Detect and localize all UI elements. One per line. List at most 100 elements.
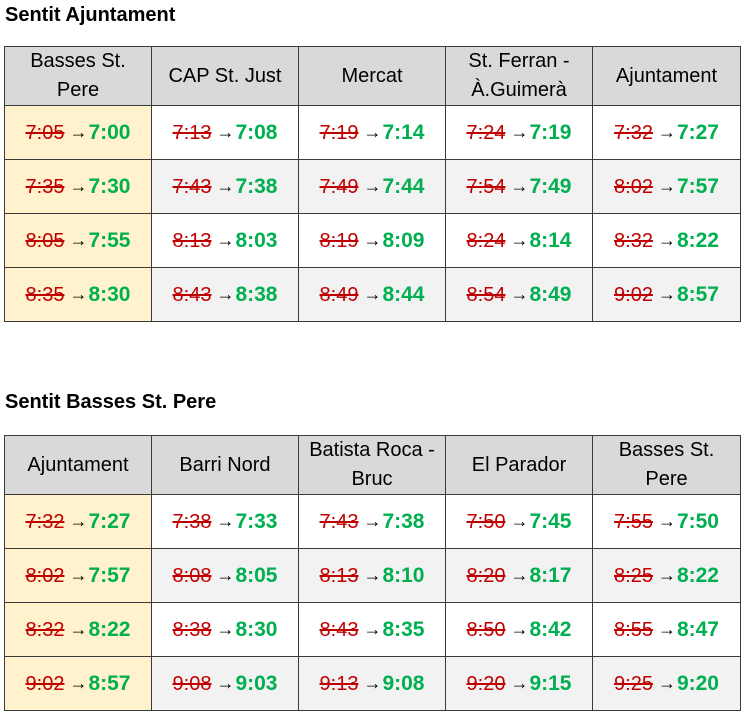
stop-name: St. Ferran - À.Guimerà (468, 50, 570, 101)
arrow-right-icon: → (510, 672, 529, 693)
stop-name: Mercat (341, 64, 403, 87)
time-cell: 8:49 →8:44 (298, 267, 446, 322)
column-header: Basses St. Pere (592, 435, 741, 495)
time-cell: 7:49 →7:44 (298, 159, 446, 214)
time-cell: 8:05 →7:55 (4, 213, 152, 268)
old-time: 9:02 (25, 672, 65, 695)
old-time: 9:25 (614, 672, 653, 695)
new-time: 8:30 (235, 617, 278, 641)
new-time: 8:22 (676, 228, 719, 252)
arrow-right-icon: → (657, 175, 676, 196)
time-cell: 7:32 →7:27 (592, 105, 741, 160)
new-time: 7:45 (529, 509, 572, 533)
old-time: 7:24 (466, 121, 506, 144)
time-cell: 8:25 →8:22 (592, 548, 741, 603)
time-cell: 8:38 →8:30 (151, 602, 299, 657)
time-cell: 7:24 →7:19 (445, 105, 593, 160)
old-time: 7:54 (466, 175, 506, 198)
old-time: 8:54 (466, 283, 506, 306)
old-time: 8:49 (319, 283, 359, 306)
old-time: 7:19 (319, 121, 359, 144)
new-time: 7:49 (529, 174, 572, 198)
time-cell: 7:13 →7:08 (151, 105, 299, 160)
time-change: 7:54 →7:49 (467, 175, 572, 199)
arrow-right-icon: → (510, 175, 529, 196)
time-change: 8:20 →8:17 (467, 564, 572, 588)
time-change: 8:35 →8:30 (26, 283, 131, 307)
time-change: 7:43 →7:38 (320, 510, 425, 534)
old-time: 7:13 (172, 121, 212, 144)
time-cell: 7:32 →7:27 (4, 494, 152, 549)
time-cell: 8:43 →8:38 (151, 267, 299, 322)
arrow-right-icon: → (69, 283, 88, 304)
arrow-right-icon: → (510, 564, 529, 585)
time-cell: 7:19 →7:14 (298, 105, 446, 160)
new-time: 8:57 (88, 671, 131, 695)
time-change: 7:38 →7:33 (173, 510, 278, 534)
time-change: 8:43 →8:38 (173, 283, 278, 307)
column-header: Ajuntament (592, 46, 741, 106)
arrow-right-icon: → (216, 121, 235, 142)
old-time: 8:24 (466, 229, 506, 252)
time-change: 9:08 →9:03 (173, 672, 278, 696)
schedule-table-ajuntament: Basses St. Pere CAP St. Just Mercat St. Fer… (4, 46, 741, 322)
stop-name: Batista Roca - Bruc (309, 439, 435, 490)
time-cell: 7:43 →7:38 (298, 494, 446, 549)
time-cell: 9:02 →8:57 (4, 656, 152, 711)
time-cell: 8:43 →8:35 (298, 602, 446, 657)
time-change: 9:02 →8:57 (614, 283, 719, 307)
arrow-right-icon: → (363, 283, 382, 304)
arrow-right-icon: → (69, 618, 88, 639)
time-change: 8:43 →8:35 (320, 618, 425, 642)
arrow-right-icon: → (216, 564, 235, 585)
old-time: 7:50 (466, 510, 506, 533)
old-time: 7:55 (614, 510, 653, 533)
time-change: 8:32 →8:22 (26, 618, 131, 642)
table-row: 7:35 →7:30 7:43 →7:38 7:49 →7:44 7:54 →7:49 8:02… (4, 159, 741, 214)
arrow-right-icon: → (657, 672, 676, 693)
time-cell: 7:38 →7:33 (151, 494, 299, 549)
new-time: 7:44 (382, 174, 425, 198)
time-change: 8:54 →8:49 (467, 283, 572, 307)
column-header: St. Ferran - À.Guimerà (445, 46, 593, 106)
new-time: 8:47 (676, 617, 719, 641)
arrow-right-icon: → (510, 618, 529, 639)
column-header: Batista Roca - Bruc (298, 435, 446, 495)
old-time: 7:32 (614, 121, 653, 144)
old-time: 8:32 (614, 229, 653, 252)
table-row: 7:05 →7:00 7:13 →7:08 7:19 →7:14 7:24 →7:19 7:32… (4, 105, 741, 160)
old-time: 7:38 (172, 510, 212, 533)
new-time: 7:14 (382, 120, 425, 144)
arrow-right-icon: → (216, 510, 235, 531)
time-cell: 8:02 →7:57 (4, 548, 152, 603)
time-cell: 8:13 →8:10 (298, 548, 446, 603)
new-time: 8:09 (382, 228, 425, 252)
section-title-ajuntament: Sentit Ajuntament (5, 4, 176, 26)
old-time: 8:35 (25, 283, 65, 306)
time-cell: 8:55 →8:47 (592, 602, 741, 657)
table-row: 8:02 →7:57 8:08 →8:05 8:13 →8:10 8:20 →8:17 8:25… (4, 548, 741, 603)
time-cell: 7:50 →7:45 (445, 494, 593, 549)
new-time: 8:03 (235, 228, 278, 252)
old-time: 7:05 (25, 121, 65, 144)
new-time: 8:35 (382, 617, 425, 641)
new-time: 9:15 (529, 671, 572, 695)
section-title-basses-st-pere: Sentit Basses St. Pere (5, 391, 217, 413)
new-time: 8:49 (529, 282, 572, 306)
table-row: 7:32 →7:27 7:38 →7:33 7:43 →7:38 7:50 →7:45 7:55… (4, 494, 741, 549)
new-time: 7:30 (88, 174, 131, 198)
old-time: 8:13 (319, 564, 359, 587)
new-time: 9:08 (382, 671, 425, 695)
new-time: 8:10 (382, 563, 425, 587)
old-time: 7:43 (319, 510, 359, 533)
time-cell: 8:13 →8:03 (151, 213, 299, 268)
old-time: 9:20 (466, 672, 506, 695)
new-time: 8:30 (88, 282, 131, 306)
arrow-right-icon: → (363, 175, 382, 196)
arrow-right-icon: → (216, 672, 235, 693)
time-change: 8:55 →8:47 (614, 618, 719, 642)
new-time: 8:14 (529, 228, 572, 252)
new-time: 7:55 (88, 228, 131, 252)
time-change: 8:19 →8:09 (320, 229, 425, 253)
time-cell: 8:35 →8:30 (4, 267, 152, 322)
